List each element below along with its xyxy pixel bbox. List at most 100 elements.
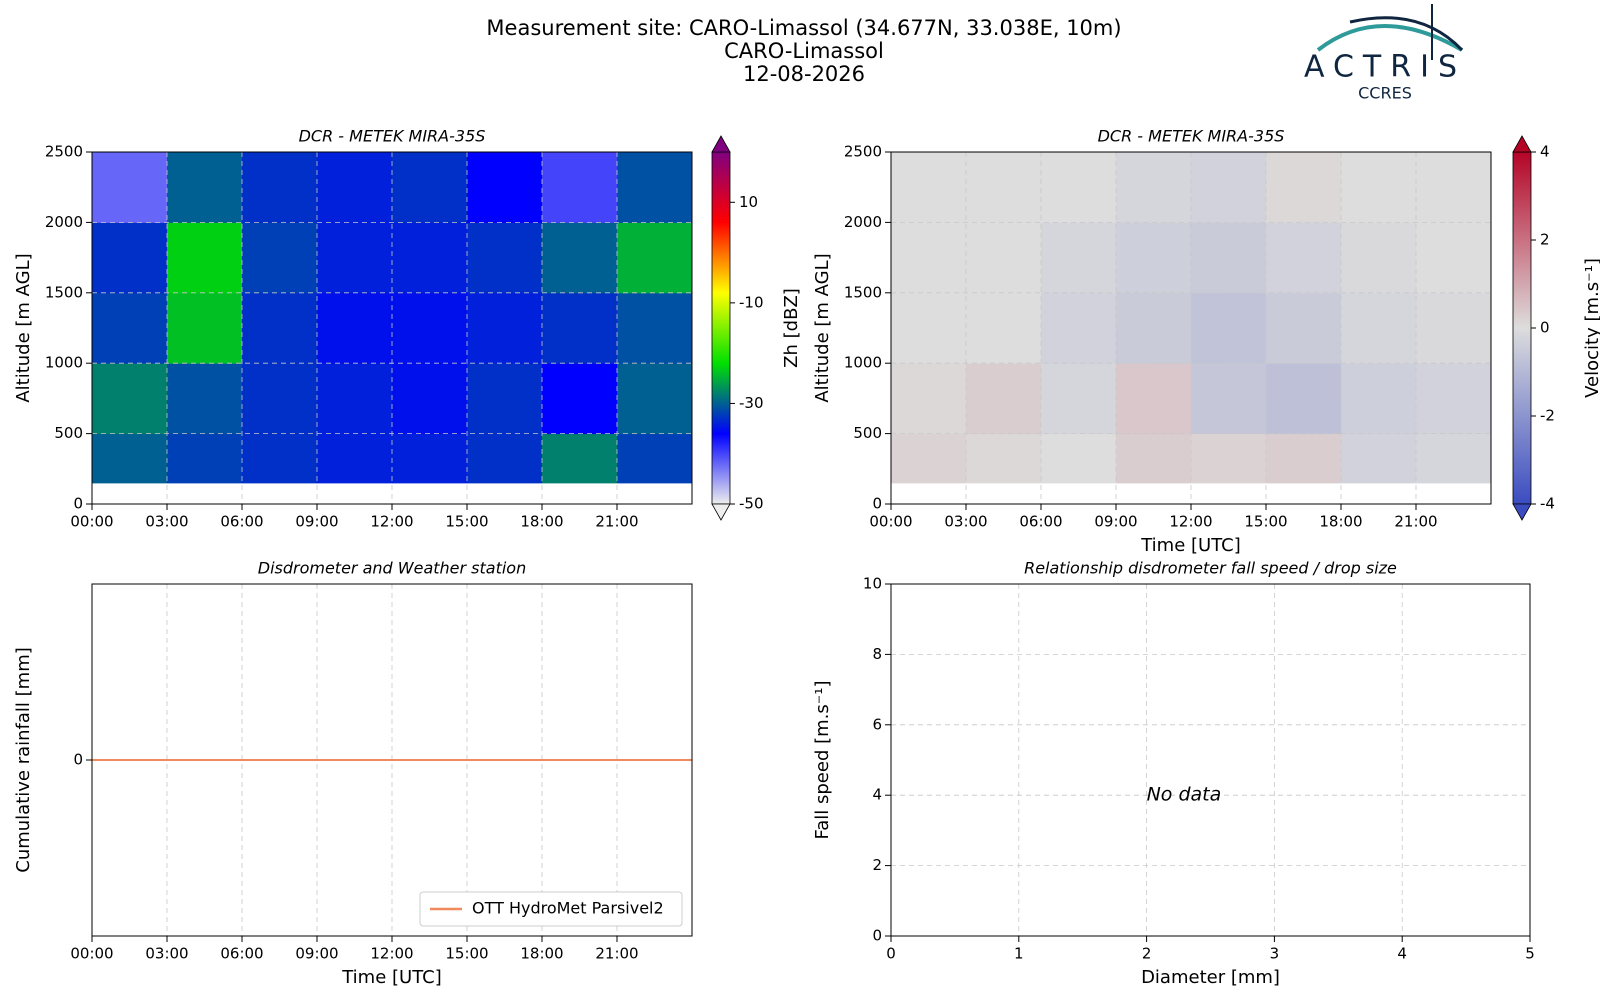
heatmap-cell <box>317 222 393 294</box>
heatmap-cell <box>1416 363 1492 435</box>
heatmap-cell <box>542 222 618 294</box>
x-tick-label: 00:00 <box>869 513 912 531</box>
y-tick-label: 2 <box>872 856 882 874</box>
heatmap-cell <box>1116 152 1192 223</box>
colorbar-tick-label: 10 <box>739 193 758 211</box>
x-tick-label: 18:00 <box>1319 513 1362 531</box>
heatmap-cell <box>167 152 243 223</box>
heatmap-cell <box>1266 222 1342 294</box>
y-tick-label: 0 <box>73 751 83 769</box>
heatmap-cell <box>1116 433 1192 484</box>
heatmap-cell <box>1041 363 1117 435</box>
heatmap-cell <box>966 433 1042 484</box>
x-tick-label: 15:00 <box>445 945 488 963</box>
x-tick-label: 3 <box>1270 945 1280 963</box>
heatmap-cell <box>891 363 967 435</box>
heatmap-cell <box>966 222 1042 294</box>
heatmap-cell <box>617 152 693 223</box>
x-tick-label: 4 <box>1397 945 1407 963</box>
heatmap-cell <box>966 292 1042 364</box>
y-tick-label: 2000 <box>45 213 83 231</box>
heatmap-cell <box>617 363 693 435</box>
panel-title: DCR - METEK MIRA-35S <box>1098 127 1285 146</box>
heatmap-cell <box>1041 433 1117 484</box>
panel-title: DCR - METEK MIRA-35S <box>299 127 486 146</box>
panel: 00:00 03:00 06:00 09:00 12:00 15:00 18:00 21:00… <box>13 559 693 988</box>
heatmap-cell <box>891 152 967 223</box>
x-tick-label: 09:00 <box>1094 513 1137 531</box>
heatmap-cell <box>467 152 543 223</box>
header-title: Measurement site: CARO-Limassol (34.677N… <box>486 16 1121 40</box>
y-axis-label: Altitude [m AGL] <box>812 253 833 402</box>
colorbar <box>711 151 731 505</box>
x-tick-label: 06:00 <box>220 513 263 531</box>
heatmap-cell <box>92 292 168 364</box>
x-tick-label: 0 <box>886 945 896 963</box>
plot-frame <box>91 583 693 937</box>
heatmap-cell <box>392 433 468 484</box>
heatmap-cell <box>1266 292 1342 364</box>
colorbar-tick-label: -10 <box>739 293 764 311</box>
plot-frame <box>890 583 1531 937</box>
y-axis-label: Cumulative rainfall [mm] <box>13 647 34 873</box>
heatmap-cell <box>1191 433 1267 484</box>
x-tick-label: 12:00 <box>1169 513 1212 531</box>
heatmap-cell <box>242 222 318 294</box>
colorbar-label: Velocity [m.s⁻¹] <box>1582 258 1600 398</box>
heatmap-cell <box>617 433 693 484</box>
heatmap-cell <box>392 292 468 364</box>
heatmap-cell <box>1116 222 1192 294</box>
heatmap-cell <box>92 433 168 484</box>
x-tick-label: 21:00 <box>595 945 638 963</box>
colorbar <box>1512 151 1532 505</box>
y-tick-label: 4 <box>872 786 882 804</box>
heatmap-cell <box>242 152 318 223</box>
heatmap-cell <box>317 433 393 484</box>
heatmap-cell <box>317 292 393 364</box>
x-tick-label: 03:00 <box>145 513 188 531</box>
y-tick-label: 500 <box>54 424 83 442</box>
x-tick-label: 2 <box>1142 945 1152 963</box>
heatmap-cell <box>1416 222 1492 294</box>
heatmap-cell <box>617 222 693 294</box>
x-tick-label: 09:00 <box>295 945 338 963</box>
heatmap-cell <box>891 222 967 294</box>
plot-frame <box>890 151 1492 505</box>
colorbar-extend-top <box>1512 135 1532 153</box>
heatmap-cell <box>966 363 1042 435</box>
heatmap-cell <box>167 363 243 435</box>
legend-label: OTT HydroMet Parsivel2 <box>472 899 664 918</box>
y-tick-label: 2500 <box>844 143 882 161</box>
x-tick-label: 12:00 <box>370 513 413 531</box>
heatmap-cell <box>1341 222 1417 294</box>
y-tick-label: 2000 <box>844 213 882 231</box>
logo: ACTRIS CCRES <box>1304 4 1464 103</box>
colorbar-tick-label: -4 <box>1540 495 1555 513</box>
x-axis-label: Diameter [mm] <box>1141 967 1280 988</box>
y-tick-label: 500 <box>853 424 882 442</box>
heatmap-cell <box>1341 363 1417 435</box>
heatmap-cell <box>92 363 168 435</box>
x-tick-label: 12:00 <box>370 945 413 963</box>
x-tick-label: 5 <box>1525 945 1535 963</box>
legend-box <box>419 891 683 927</box>
heatmap-cell <box>966 152 1042 223</box>
heatmap-cell <box>1416 292 1492 364</box>
colorbar-tick-label: 4 <box>1540 143 1550 161</box>
plot-frame <box>91 151 693 505</box>
plot-area <box>891 584 1530 936</box>
y-tick-label: 1500 <box>45 283 83 301</box>
heatmap-cell <box>242 433 318 484</box>
colorbar-label: Zh [dBZ] <box>781 288 802 368</box>
heatmap-cell <box>392 222 468 294</box>
heatmap-cell <box>1041 152 1117 223</box>
heatmap-cell <box>167 292 243 364</box>
heatmap-cell <box>542 152 618 223</box>
heatmap-cell <box>1191 152 1267 223</box>
heatmap-cell <box>92 222 168 294</box>
y-tick-label: 1000 <box>45 354 83 372</box>
panel: -4 -2 0 2 4 Velocity [m.s⁻¹] 00:00 03:00 06:00 09… <box>812 127 1600 557</box>
heatmap-cell <box>392 152 468 223</box>
heatmap-cell <box>1191 363 1267 435</box>
